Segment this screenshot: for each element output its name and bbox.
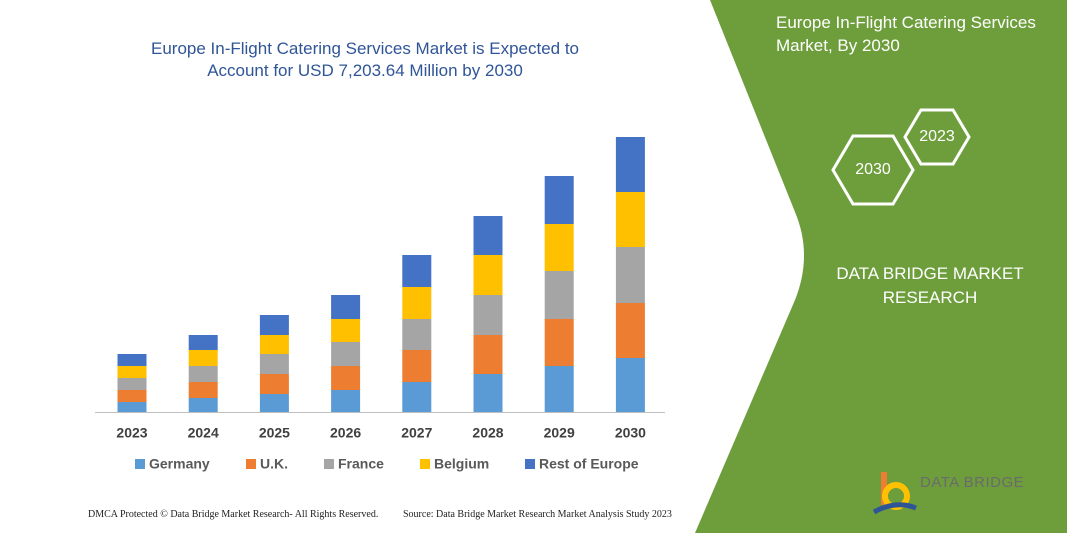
bar-segment [402, 287, 432, 319]
bar-segment [259, 315, 289, 335]
x-tick-label: 2028 [472, 425, 503, 441]
x-tick-label: 2030 [615, 425, 646, 441]
bar-segment [117, 366, 147, 378]
legend-swatch [135, 459, 145, 469]
legend-label: Belgium [434, 456, 489, 472]
side-panel [695, 0, 1067, 533]
x-tick-label: 2024 [188, 425, 219, 441]
logo-mark [872, 472, 917, 515]
bar-segment [188, 382, 218, 398]
bar-segment [615, 247, 645, 303]
hexagon [831, 134, 915, 206]
bar-segment [473, 255, 503, 295]
bar-segment [473, 335, 503, 374]
x-tick-label: 2026 [330, 425, 361, 441]
bar-segment [259, 354, 289, 374]
x-tick-label: 2025 [259, 425, 290, 441]
legend-swatch [420, 459, 430, 469]
x-tick-label: 2029 [544, 425, 575, 441]
legend-label: Rest of Europe [539, 456, 639, 472]
bar-segment [259, 374, 289, 394]
bar-segment [544, 366, 574, 412]
bar-segment [544, 319, 574, 366]
bar-segment [402, 350, 432, 382]
bar-segment [615, 137, 645, 192]
bar-segment [544, 271, 574, 319]
bar-segment [615, 358, 645, 412]
bar-segment [402, 319, 432, 350]
bar-segment [259, 335, 289, 354]
bar-segment [117, 378, 147, 390]
logo-text: DATA BRIDGE [920, 474, 1025, 491]
x-tick-label: 2027 [401, 425, 432, 441]
bar-segment [473, 216, 503, 255]
legend-swatch [525, 459, 535, 469]
hex-label: 2023 [919, 128, 955, 145]
bar-segment [117, 402, 147, 412]
hex-label: 2030 [855, 161, 891, 178]
panel-title: Europe In-Flight Catering Services Marke… [776, 13, 1036, 55]
legend-label: France [338, 456, 384, 472]
bar-segment [188, 335, 218, 350]
bar-segment [402, 382, 432, 412]
legend-swatch [324, 459, 334, 469]
footer-note: DMCA Protected © Data Bridge Market Rese… [88, 509, 379, 520]
bar-segment [544, 176, 574, 224]
logo-swoosh [872, 502, 917, 515]
bar-segment [331, 295, 361, 319]
legend-label: Germany [149, 456, 210, 472]
chart-title: Europe In-Flight Catering Services Marke… [150, 39, 580, 80]
x-tick-label: 2023 [116, 425, 147, 441]
bar-segment [473, 374, 503, 412]
bar-segment [117, 390, 147, 402]
bar-segment [615, 192, 645, 247]
legend-label: U.K. [260, 456, 288, 472]
bar-segment [331, 390, 361, 412]
bar-segment [544, 224, 574, 271]
bar-segment [117, 354, 147, 366]
bar-segment [188, 398, 218, 412]
bar-segment [615, 303, 645, 358]
brand: DATA BRIDGE MARKET RESEARCH [836, 264, 1024, 307]
footer-source: Source: Data Bridge Market Research Mark… [403, 509, 672, 520]
bar-segment [331, 366, 361, 390]
bar-segment [259, 394, 289, 412]
bar-segment [331, 342, 361, 366]
hexagon [903, 108, 971, 166]
bar-segment [402, 255, 432, 287]
bar-segment [188, 350, 218, 366]
legend-swatch [246, 459, 256, 469]
bar-segment [331, 319, 361, 342]
bar-segment [188, 366, 218, 382]
bar-segment [473, 295, 503, 335]
